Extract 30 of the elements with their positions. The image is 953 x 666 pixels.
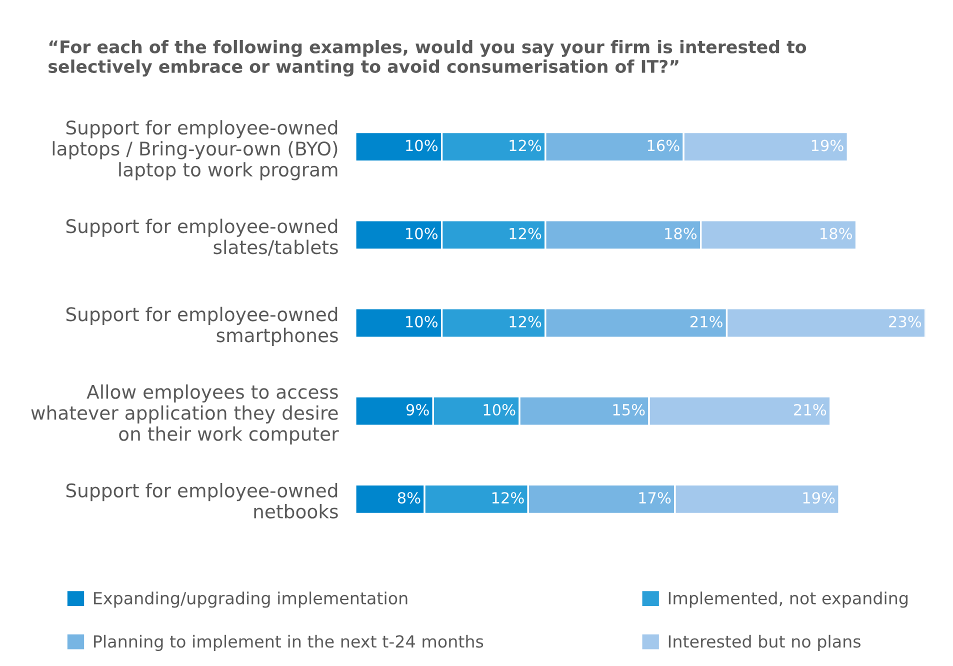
data-label: 12% [510,140,542,152]
data-label: 12% [510,228,542,240]
data-label: 19% [812,140,844,152]
legend-label: Interested but no plans [668,634,860,651]
y-tick-label: Allow employees to access whatever application they desire on their work computer [31,384,339,445]
y-tick-label: Support for employee-owned laptops / Bring-your-own (BYO) laptop to work program [52,120,338,180]
legend-label: Planning to implement in the next t-24 months [94,634,484,651]
data-label: 18% [665,228,697,240]
data-label: 15% [613,404,645,416]
data-label: 9% [406,404,429,416]
data-label: 12% [510,316,542,328]
y-tick-label: Support for employee-owned smartphones [66,306,338,346]
data-label: 12% [492,492,524,504]
data-label: 19% [803,492,835,504]
y-tick-label: Support for employee-owned slates/tablets [66,218,338,256]
data-label: 21% [794,404,826,416]
legend-label: Implemented, not expanding [668,592,908,608]
data-label: 10% [406,316,438,328]
data-label: 16% [648,140,680,152]
data-label: 23% [889,316,922,328]
data-label: 18% [820,228,852,240]
y-tick-label: Support for employee-owned netbooks [66,482,338,519]
data-label: 21% [690,316,722,328]
data-label: 17% [639,492,671,504]
data-label: 10% [406,228,438,240]
data-label: 8% [398,492,420,504]
chart-title: “For each of the following examples, would you say your firm is interested to selectively embrace or wanting to avoid consumerisation of IT?” [48,40,806,76]
legend-label: Expanding/upgrading implementation [94,592,408,608]
data-label: 10% [484,404,516,416]
data-label: 10% [406,140,438,152]
